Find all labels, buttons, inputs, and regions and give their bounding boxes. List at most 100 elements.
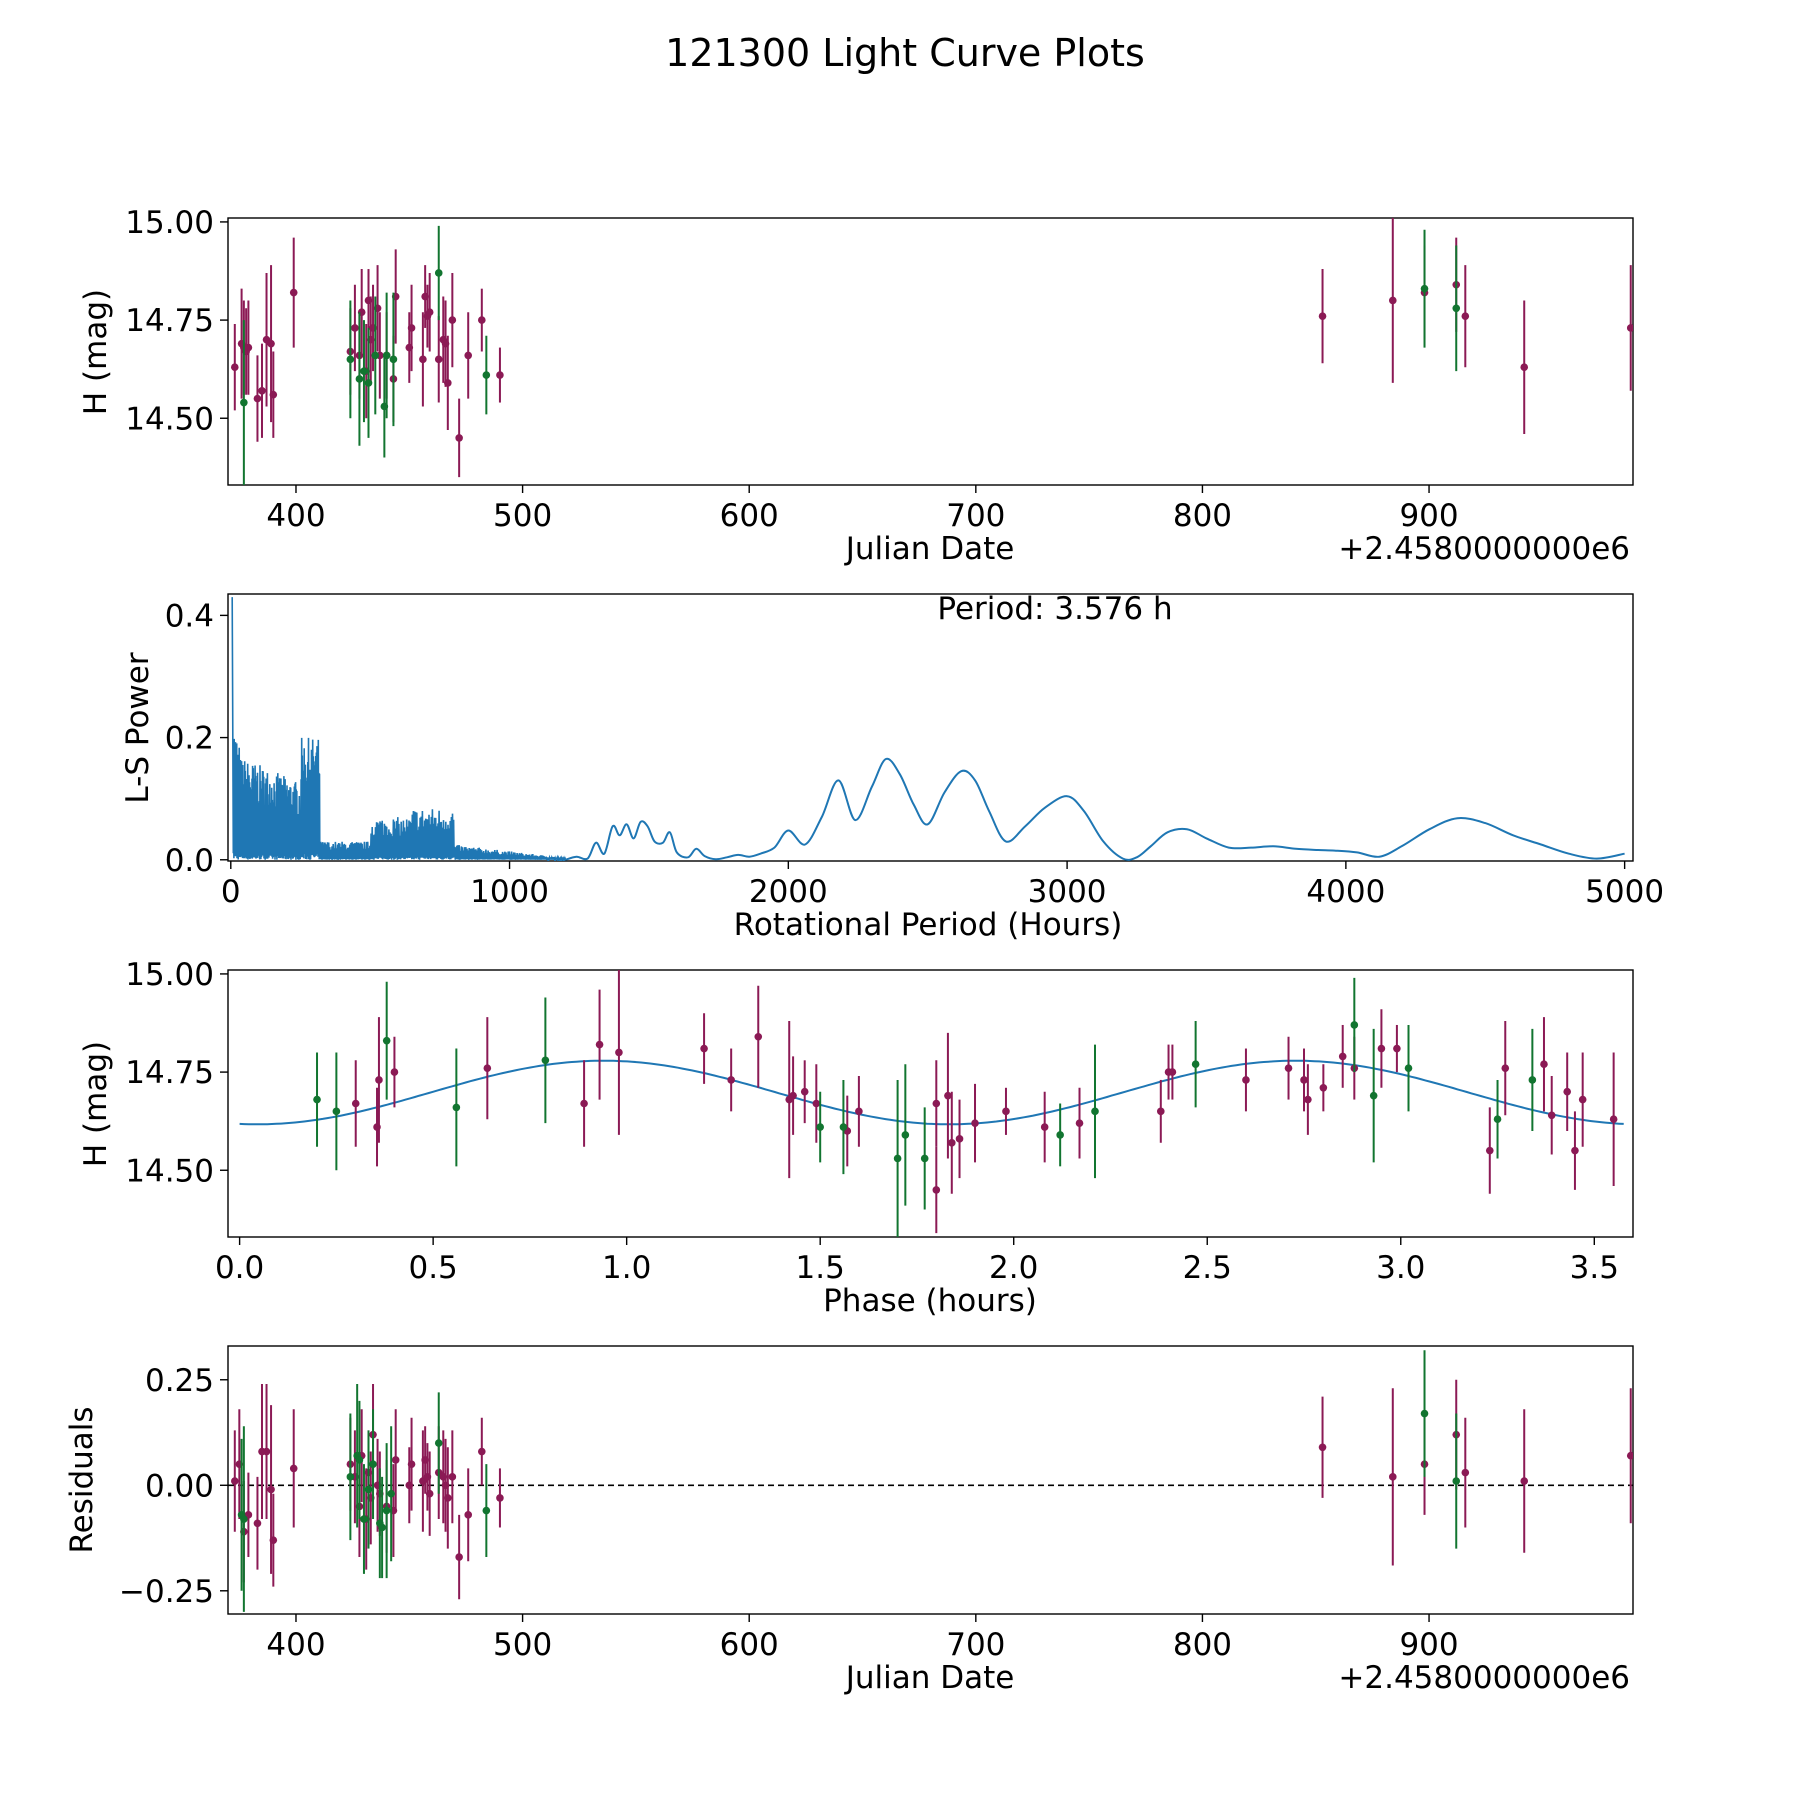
phased-purple-point [1002, 1107, 1010, 1116]
phased-purple-point [1300, 1076, 1308, 1084]
phased-green-point [920, 1154, 929, 1163]
lightcurve-purple-point [351, 324, 359, 332]
residuals-ytick-label: 0.00 [145, 1468, 214, 1504]
figure-title: 121300 Light Curve Plots [665, 31, 1145, 75]
lightcurve-purple-point [455, 434, 463, 442]
lightcurve-purple-point [407, 324, 416, 332]
lightcurve-xtick-label: 900 [1399, 498, 1458, 534]
phased-green-point [1493, 1115, 1502, 1124]
residuals-green-point [355, 1456, 364, 1464]
phased-green-point [452, 1103, 461, 1112]
phased-green-point [332, 1107, 341, 1116]
periodogram-ytick-label: 0.2 [165, 721, 214, 757]
phased-purple-point [1338, 1052, 1347, 1061]
periodogram-ticks: 0 1000 2000 3000 4000 5000 0.0 0.2 0.4 [165, 598, 1664, 910]
phased-purple-point [800, 1087, 809, 1096]
residuals-ytick-label: −0.25 [119, 1574, 214, 1610]
phased-purple-point [1040, 1123, 1049, 1131]
phased-green-point [1369, 1091, 1378, 1100]
lightcurve-offset-label: +2.4580000000e6 [1338, 531, 1630, 567]
lightcurve-purple-point [269, 390, 278, 399]
periodogram-xtick-label: 1000 [470, 874, 549, 910]
residuals-purple-point [448, 1473, 457, 1481]
periodogram-xlabel: Rotational Period (Hours) [734, 907, 1123, 943]
lightcurve-xtick-label: 800 [1173, 498, 1232, 534]
phased-green-point [1191, 1060, 1200, 1069]
phased-purple-point [812, 1099, 821, 1108]
phased-purple-point [1242, 1076, 1250, 1084]
lightcurve-purple-point [1461, 312, 1470, 320]
phased-purple-point [1393, 1044, 1401, 1053]
lightcurve-purple-point [253, 394, 262, 403]
residuals-green-point [369, 1460, 377, 1468]
phased-xtick-label: 1.5 [796, 1250, 845, 1286]
phased-axes-frame [227, 969, 1634, 1238]
residuals-axes-frame [227, 1345, 1634, 1615]
lightcurve-green-point [240, 398, 248, 407]
residuals-marks [228, 1350, 1633, 1612]
phased-purple-point [351, 1099, 360, 1108]
lightcurve-green-point [1452, 304, 1461, 313]
phased-purple-point [1578, 1095, 1587, 1104]
phased-purple-point [855, 1107, 863, 1116]
residuals-purple-point [267, 1485, 275, 1494]
fit-curve [239, 1059, 1624, 1126]
lightcurve-purple-point [1626, 324, 1633, 332]
lightcurve-purple-point [419, 355, 427, 364]
residuals-green-point [1420, 1409, 1429, 1418]
phased-ylabel: H (mag) [78, 1041, 114, 1167]
phased-purple-point [1609, 1115, 1618, 1124]
phased-xtick-label: 0.0 [215, 1250, 264, 1286]
lightcurve-xlabel: Julian Date [844, 531, 1015, 567]
periodogram-marks [231, 597, 1625, 861]
phased-green-point [901, 1131, 910, 1139]
periodogram-xtick-label: 2000 [749, 874, 828, 910]
phased-green-point [1528, 1076, 1537, 1084]
residuals-purple-point [478, 1447, 486, 1456]
lightcurve-purple-point [289, 288, 298, 297]
residuals-xtick-label: 700 [946, 1627, 1005, 1663]
periodogram-ylabel: L-S Power [120, 652, 156, 803]
lightcurve-purple-point [1388, 296, 1397, 305]
phased-purple-point [932, 1099, 941, 1108]
phased-purple-point [1304, 1095, 1312, 1104]
phased-purple-point [955, 1135, 964, 1143]
lightcurve-green-point [382, 351, 391, 360]
phased-purple-point [1156, 1107, 1165, 1116]
residuals-offset-label: +2.4580000000e6 [1338, 1660, 1630, 1696]
residuals-xtick-label: 600 [720, 1627, 779, 1663]
residuals-purple-point [253, 1519, 262, 1528]
residuals-purple-point [1318, 1443, 1327, 1452]
phased-purple-point [483, 1064, 492, 1072]
phased-green-point [1404, 1064, 1413, 1072]
lightcurve-purple-point [267, 339, 275, 348]
residuals-purple-point [1626, 1451, 1633, 1460]
phased-xtick-label: 2.5 [1183, 1250, 1232, 1286]
periodogram-ytick-label: 0.4 [165, 598, 214, 634]
residuals-xtick-label: 800 [1173, 1627, 1232, 1663]
phased-green-point [1350, 1021, 1359, 1029]
phased-marks [239, 970, 1624, 1237]
lightcurve-green-point [371, 351, 380, 360]
periodogram-xtick-label: 3000 [1028, 874, 1107, 910]
residuals-green-point [387, 1489, 395, 1498]
residuals-green-point [364, 1485, 373, 1494]
phased-purple-point [1284, 1064, 1293, 1072]
periodogram-panel: 0 1000 2000 3000 4000 5000 0.0 0.2 0.4 Period: 3… [120, 591, 1664, 943]
phased-green-point [541, 1056, 550, 1065]
phased-purple-point [944, 1091, 952, 1100]
lightcurve-purple-point [478, 316, 486, 324]
residuals-purple-point [464, 1511, 473, 1519]
phased-xlabel: Phase (hours) [823, 1283, 1037, 1319]
phased-purple-point [375, 1076, 383, 1084]
residuals-green-point [346, 1473, 355, 1481]
residuals-purple-point [262, 1447, 271, 1456]
periodogram-xtick-label: 4000 [1306, 874, 1385, 910]
lightcurve-green-point [364, 379, 373, 387]
residuals-xlabel: Julian Date [844, 1660, 1015, 1696]
lightcurve-purple-point [425, 308, 434, 317]
phased-purple-point [789, 1091, 797, 1100]
phased-purple-point [971, 1119, 979, 1127]
residuals-green-point [1452, 1477, 1461, 1485]
